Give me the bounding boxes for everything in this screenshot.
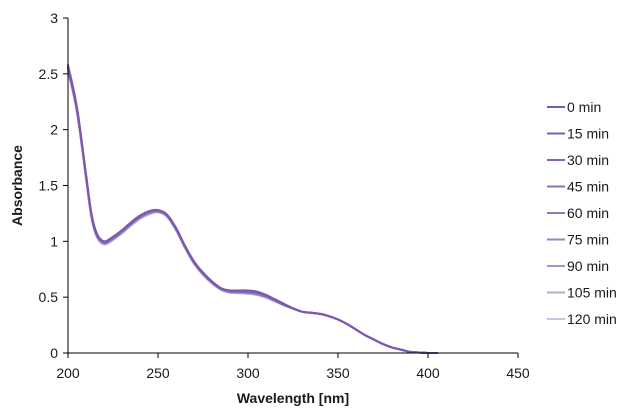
legend-label: 60 min [567,205,609,221]
y-tick-label: 1.5 [39,178,59,194]
legend-label: 15 min [567,126,609,142]
y-ticks: 0 0.5 1 1.5 2 2.5 3 [39,10,68,361]
legend-label: 45 min [567,179,609,195]
series-line-6 [67,68,438,355]
x-tick-label: 350 [326,365,350,381]
y-tick-label: 0 [50,345,58,361]
x-ticks: 200 250 300 350 400 450 [56,353,530,381]
y-tick-label: 2.5 [39,66,59,82]
series-line-4 [67,67,438,355]
y-tick-label: 0.5 [39,289,59,305]
legend-label: 30 min [567,152,609,168]
legend-label: 105 min [567,285,617,301]
x-tick-label: 400 [416,365,440,381]
x-tick-label: 250 [146,365,170,381]
y-tick-label: 3 [50,10,58,26]
series-lines [67,63,438,355]
y-axis-title: Absorbance [9,145,25,226]
y-tick-label: 1 [50,233,58,249]
x-axis-title: Wavelength [nm] [237,390,349,406]
x-tick-label: 300 [236,365,260,381]
x-tick-label: 450 [506,365,530,381]
series-line-2 [67,66,438,355]
series-line-1 [67,65,438,355]
series-line-0 [67,63,438,355]
legend-label: 90 min [567,258,609,274]
x-tick-label: 200 [56,365,80,381]
series-line-8 [67,70,438,355]
legend-label: 75 min [567,232,609,248]
series-line-7 [67,69,438,355]
axes [67,18,518,354]
y-tick-label: 2 [50,122,58,138]
series-line-3 [67,67,438,355]
legend: 0 min 15 min 30 min 45 min 60 min 75 min 90 mi… [547,99,617,327]
legend-label: 120 min [567,311,617,327]
legend-label: 0 min [567,99,601,115]
series-line-5 [67,68,438,355]
